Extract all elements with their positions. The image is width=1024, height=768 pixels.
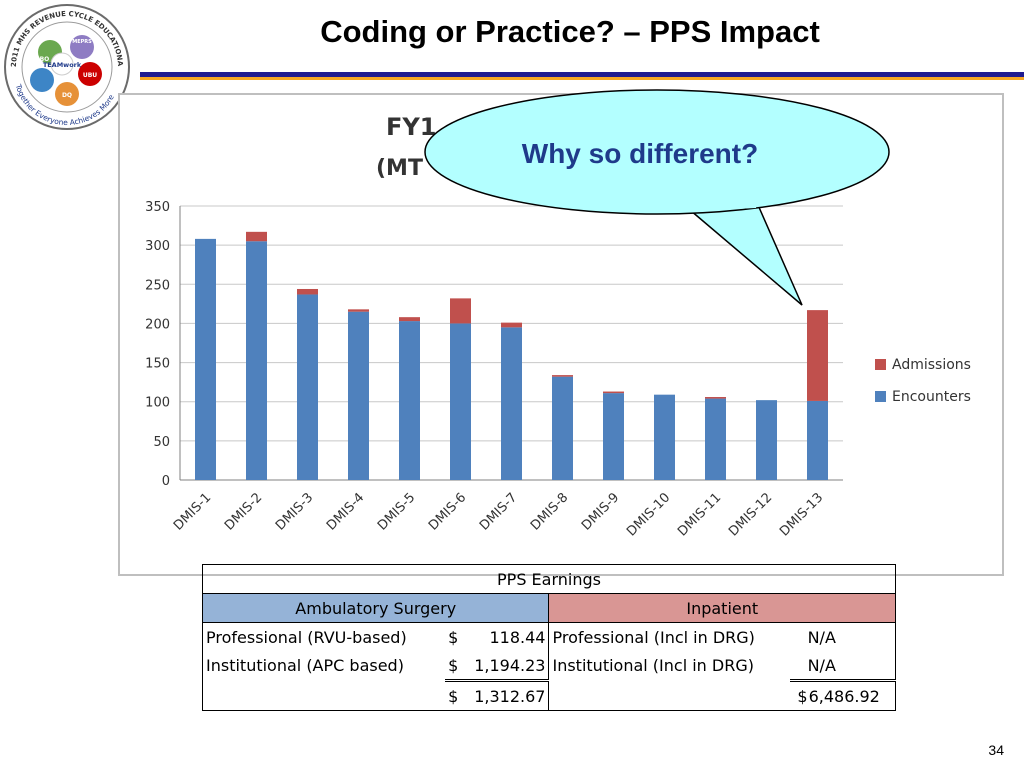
logo-label-ubu: UBU <box>83 72 97 79</box>
header-ambulatory-surgery: Ambulatory Surgery <box>201 593 550 623</box>
value: N/A <box>807 651 896 681</box>
x-tick-label: DMIS-8 <box>528 490 571 533</box>
total-currency: $ <box>445 679 464 711</box>
chart-subtitle: (MT <box>376 156 423 181</box>
chart-title: FY1 <box>386 113 436 141</box>
pps-earnings-table: PPS Earnings Ambulatory Surgery Inpatien… <box>201 564 896 711</box>
total-ambulatory: 1,312.67 <box>463 679 549 711</box>
bar-encounters-dmis-8 <box>552 376 573 480</box>
page-number: 34 <box>988 742 1004 758</box>
header-inpatient: Inpatient <box>548 593 896 623</box>
x-tick-label: DMIS-2 <box>222 490 265 533</box>
bar-admissions-dmis-11 <box>705 397 726 399</box>
logo-label-ubo: UBO <box>35 56 50 63</box>
callout-text: Why so different? <box>521 138 759 169</box>
slide-title: Coding or Practice? – PPS Impact <box>320 14 820 49</box>
y-tick-label: 50 <box>153 435 170 450</box>
total-inpatient: 6,486.92 <box>807 679 896 711</box>
bar-admissions-dmis-5 <box>399 317 420 322</box>
legend-swatch-admissions <box>875 359 886 370</box>
y-tick-label: 0 <box>162 474 170 489</box>
value: N/A <box>807 622 896 651</box>
bar-encounters-dmis-5 <box>399 321 420 480</box>
bar-admissions-dmis-9 <box>603 391 624 394</box>
bar-encounters-dmis-4 <box>348 311 369 480</box>
bar-encounters-dmis-6 <box>450 323 471 480</box>
bar-encounters-dmis-12 <box>756 400 777 480</box>
logo-label-dq: DQ <box>62 92 72 99</box>
row-label: Institutional (APC based) <box>202 651 446 681</box>
x-tick-label: DMIS-13 <box>777 490 826 539</box>
y-tick-label: 200 <box>145 317 170 332</box>
legend-swatch-encounters <box>875 391 886 402</box>
x-tick-label: DMIS-1 <box>171 490 214 533</box>
bar-admissions-dmis-7 <box>501 322 522 328</box>
row-label: Professional (Incl in DRG) <box>548 622 790 651</box>
x-tick-label: DMIS-9 <box>579 490 622 533</box>
bar-admissions-dmis-6 <box>450 298 471 324</box>
bar-admissions-dmis-8 <box>552 375 573 377</box>
y-tick-label: 100 <box>145 396 170 411</box>
conference-logo: TEAMwork UBO UBU MEPRS DQ 2011 MHS REVEN… <box>0 0 132 132</box>
bar-encounters-dmis-10 <box>654 394 675 480</box>
y-tick-label: 250 <box>145 278 170 293</box>
logo-center-text: TEAMwork <box>43 61 82 69</box>
table-title: PPS Earnings <box>202 564 896 594</box>
y-tick-label: 150 <box>145 357 170 372</box>
currency-symbol: $ <box>448 627 459 647</box>
amount: 118.44 <box>489 627 546 647</box>
legend-label-encounters: Encounters <box>892 389 971 405</box>
y-tick-label: 300 <box>145 239 170 254</box>
row-label: Institutional (Incl in DRG) <box>548 651 790 681</box>
x-tick-label: DMIS-5 <box>375 490 418 533</box>
amount: 1,194.23 <box>474 655 546 675</box>
x-tick-label: DMIS-11 <box>675 490 724 539</box>
x-tick-label: DMIS-7 <box>477 490 520 533</box>
table-row: Professional (RVU-based) $ 118.44 Profes… <box>202 622 896 651</box>
bar-admissions-dmis-13 <box>807 310 828 401</box>
bar-encounters-dmis-13 <box>807 400 828 480</box>
bar-encounters-dmis-1 <box>195 238 216 480</box>
x-tick-label: DMIS-12 <box>726 490 775 539</box>
bar-encounters-dmis-7 <box>501 327 522 480</box>
bar-encounters-dmis-11 <box>705 398 726 480</box>
legend-label-admissions: Admissions <box>892 357 971 373</box>
x-tick-label: DMIS-3 <box>273 490 316 533</box>
bar-admissions-dmis-4 <box>348 309 369 312</box>
bar-encounters-dmis-3 <box>297 294 318 480</box>
x-tick-label: DMIS-6 <box>426 490 469 533</box>
bar-admissions-dmis-2 <box>246 231 267 242</box>
table-row: Institutional (APC based) $ 1,194.23 Ins… <box>202 651 896 681</box>
total-currency: $ <box>789 679 808 711</box>
x-tick-label: DMIS-10 <box>624 490 673 539</box>
bar-encounters-dmis-9 <box>603 393 624 480</box>
y-tick-label: 350 <box>145 200 170 215</box>
totals-row: $ 1,312.67 $ 6,486.92 <box>202 679 896 711</box>
title-rule <box>140 72 1024 82</box>
logo-label-meprs: MEPRS <box>72 39 92 45</box>
x-tick-label: DMIS-4 <box>324 490 367 533</box>
bar-encounters-dmis-2 <box>246 241 267 480</box>
currency-symbol: $ <box>448 655 459 675</box>
row-label: Professional (RVU-based) <box>202 622 446 651</box>
bar-admissions-dmis-3 <box>297 288 318 295</box>
